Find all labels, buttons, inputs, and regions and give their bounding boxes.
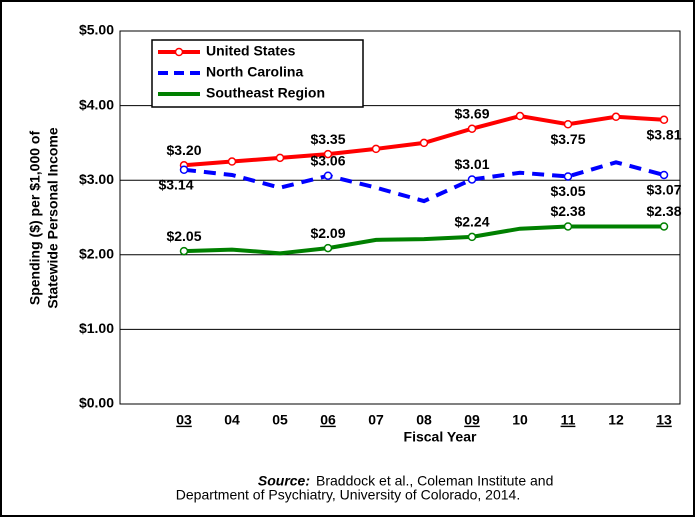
y-tick-label: $2.00 xyxy=(79,246,114,262)
x-axis-label: Fiscal Year xyxy=(404,429,477,445)
value-label: $3.06 xyxy=(310,152,345,168)
y-tick-label: $0.00 xyxy=(79,395,114,411)
value-label: $3.20 xyxy=(166,142,201,158)
marker xyxy=(563,172,573,181)
marker xyxy=(563,120,573,129)
legend-label: United States xyxy=(206,43,296,59)
x-tick-label: 06 xyxy=(320,412,336,428)
series-line xyxy=(183,160,665,204)
marker xyxy=(419,138,429,148)
source-text: Braddock et al., Coleman Institute and xyxy=(316,473,553,489)
marker xyxy=(659,170,669,180)
x-tick-label: 05 xyxy=(272,412,288,428)
y-axis-label: Spending ($) per $1,000 of xyxy=(27,131,43,306)
x-tick-label: 10 xyxy=(512,412,528,428)
marker xyxy=(467,175,477,184)
x-tick-label: 09 xyxy=(464,412,480,428)
marker xyxy=(467,232,477,242)
value-label: $3.35 xyxy=(310,131,345,147)
y-axis-label: Statewide Personal Income xyxy=(45,127,61,308)
marker xyxy=(275,153,285,163)
marker xyxy=(467,124,477,133)
x-tick-label: 13 xyxy=(656,412,672,428)
marker xyxy=(515,111,525,121)
value-label: $3.69 xyxy=(454,105,489,121)
y-tick-label: $1.00 xyxy=(79,320,114,336)
value-label: $3.81 xyxy=(646,126,681,142)
legend-label: North Carolina xyxy=(206,64,303,80)
legend-label: Southeast Region xyxy=(206,85,325,101)
marker xyxy=(323,171,333,180)
marker xyxy=(227,157,237,166)
marker xyxy=(611,112,621,122)
x-tick-label: 03 xyxy=(176,412,192,428)
marker xyxy=(659,222,669,231)
x-tick-label: 04 xyxy=(224,412,240,428)
source-label: Source: xyxy=(258,473,310,489)
marker xyxy=(659,115,669,125)
x-tick-label: 07 xyxy=(368,412,384,428)
value-label: $2.24 xyxy=(454,214,489,230)
value-label: $3.75 xyxy=(550,131,585,147)
series-line xyxy=(183,224,664,256)
x-tick-label: 12 xyxy=(608,412,624,428)
x-tick-label: 11 xyxy=(561,412,576,428)
y-tick-label: $3.00 xyxy=(79,171,114,187)
marker xyxy=(323,243,333,253)
value-label: $3.01 xyxy=(454,156,489,172)
marker xyxy=(179,246,189,256)
value-label: $2.09 xyxy=(310,225,345,241)
marker xyxy=(563,222,573,231)
marker xyxy=(323,149,333,159)
marker xyxy=(179,165,189,175)
value-label: $2.38 xyxy=(646,203,681,219)
legend-marker xyxy=(174,47,184,57)
x-tick-label: 08 xyxy=(416,412,432,428)
marker xyxy=(371,144,381,154)
y-tick-label: $5.00 xyxy=(79,22,114,38)
value-label: $2.05 xyxy=(166,228,201,244)
value-label: $3.05 xyxy=(550,183,585,199)
value-label: $2.38 xyxy=(550,203,585,219)
value-label: $3.07 xyxy=(646,182,681,198)
value-label: $3.14 xyxy=(158,176,193,192)
y-tick-label: $4.00 xyxy=(79,96,114,112)
source-text: Department of Psychiatry, University of … xyxy=(176,487,520,503)
